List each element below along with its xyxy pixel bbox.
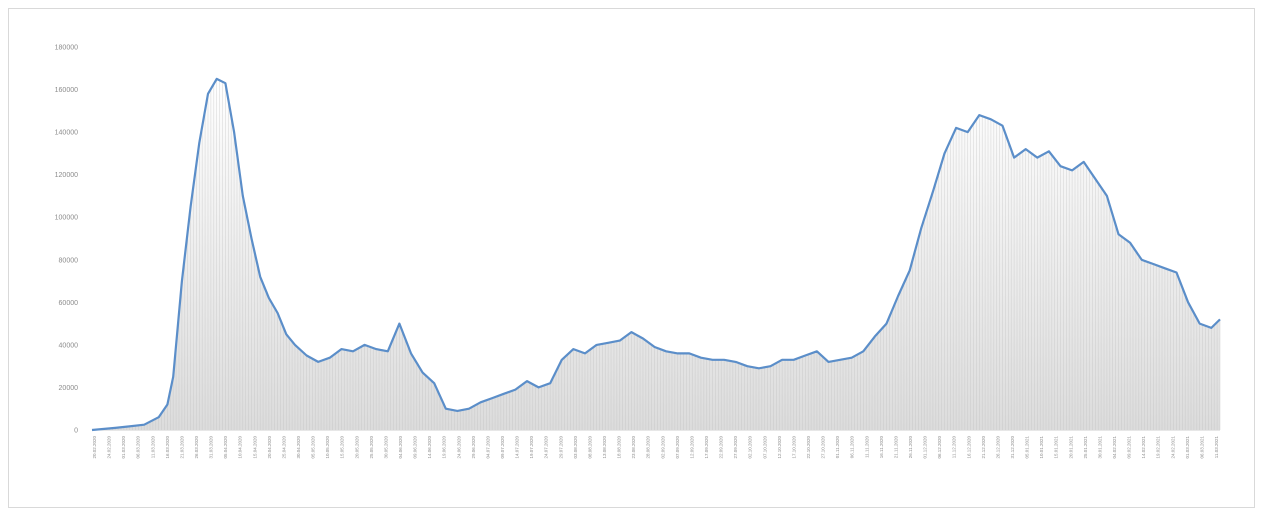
x-tick-label: 25.01.2021	[1083, 436, 1088, 459]
x-tick-label: 12.09.2020	[689, 436, 694, 459]
x-tick-label: 24.07.2020	[544, 436, 549, 459]
x-tick-label: 22.10.2020	[806, 436, 811, 459]
x-tick-label: 18.08.2020	[617, 436, 622, 459]
y-tick-label: 60000	[59, 300, 79, 307]
x-tick-label: 13.08.2020	[602, 436, 607, 459]
y-tick-label: 120000	[55, 172, 78, 179]
x-tick-label: 24.02.2021	[1170, 436, 1175, 459]
x-tick-label: 27.10.2020	[821, 436, 826, 459]
y-tick-label: 100000	[55, 215, 78, 222]
y-tick-label: 140000	[55, 130, 78, 137]
x-tick-label: 11.12.2020	[952, 436, 957, 459]
x-tick-label: 21.11.2020	[893, 436, 898, 459]
y-axis: 0 20000 40000 60000 80000 100000 120000 140000 1…	[55, 45, 78, 435]
x-tick-label: 29.07.2020	[558, 436, 563, 459]
x-tick-label: 15.04.2020	[252, 436, 257, 459]
y-tick-label: 180000	[55, 45, 78, 52]
x-tick-label: 08.08.2020	[587, 436, 592, 459]
x-tick-label: 09.07.2020	[500, 436, 505, 459]
x-tick-label: 09.02.2021	[1127, 436, 1132, 459]
x-tick-label: 10.05.2020	[325, 436, 330, 459]
x-tick-label: 25.05.2020	[369, 436, 374, 459]
x-tick-label: 06.03.2020	[136, 436, 141, 459]
x-tick-label: 05.01.2021	[1025, 436, 1030, 459]
x-tick-label: 09.06.2020	[413, 436, 418, 459]
x-tick-label: 05.05.2020	[311, 436, 316, 459]
x-tick-label: 10.01.2021	[1039, 436, 1044, 459]
plot-area	[91, 77, 1221, 432]
x-tick-label: 11.03.2020	[150, 436, 155, 459]
y-tick-label: 0	[74, 428, 78, 435]
area-fill	[92, 78, 1220, 431]
x-tick-label: 01.03.2021	[1185, 436, 1190, 459]
y-tick-label: 40000	[59, 342, 79, 349]
series-line	[91, 77, 1221, 432]
x-tick-label: 19.07.2020	[529, 436, 534, 459]
x-tick-label: 26.11.2020	[908, 436, 913, 459]
x-tick-label: 04.06.2020	[398, 436, 403, 459]
x-tick-label: 02.09.2020	[660, 436, 665, 459]
x-tick-label: 22.09.2020	[719, 436, 724, 459]
x-tick-label: 30.01.2021	[1097, 436, 1102, 459]
x-tick-label: 16.11.2020	[879, 436, 884, 459]
x-tick-label: 11.03.2021	[1214, 436, 1219, 459]
x-tick-label: 31.03.2020	[209, 436, 214, 459]
x-tick-label: 06.03.2021	[1199, 436, 1204, 459]
x-tick-label: 14.07.2020	[515, 436, 520, 459]
x-tick-label: 19.06.2020	[442, 436, 447, 459]
x-tick-label: 07.10.2020	[762, 436, 767, 459]
x-tick-label: 29.06.2020	[471, 436, 476, 459]
x-tick-label: 07.09.2020	[675, 436, 680, 459]
y-tick-label: 80000	[59, 257, 79, 264]
x-tick-label: 30.04.2020	[296, 436, 301, 459]
x-tick-label: 16.03.2020	[165, 436, 170, 459]
x-tick-label: 24.02.2020	[107, 436, 112, 459]
x-tick-label: 30.05.2020	[383, 436, 388, 459]
x-tick-label: 20.04.2020	[267, 436, 272, 459]
x-tick-label: 17.09.2020	[704, 436, 709, 459]
x-tick-label: 26.03.2020	[194, 436, 199, 459]
x-tick-label: 27.09.2020	[733, 436, 738, 459]
x-tick-label: 31.12.2020	[1010, 436, 1015, 459]
x-tick-label: 10.04.2020	[238, 436, 243, 459]
x-axis: 20.02.2020 24.02.2020 01.03.2020 06.03.2020…	[92, 429, 1220, 459]
x-tick-label: 20.05.2020	[354, 436, 359, 459]
x-tick-label: 01.12.2020	[923, 436, 928, 459]
x-tick-label: 06.11.2020	[850, 436, 855, 459]
x-tick-label: 28.08.2020	[646, 436, 651, 459]
x-tick-label: 14.06.2020	[427, 436, 432, 459]
x-tick-label: 01.03.2020	[121, 436, 126, 459]
x-tick-label: 21.03.2020	[179, 436, 184, 459]
x-tick-label: 20.02.2020	[92, 436, 97, 459]
x-tick-label: 02.10.2020	[748, 436, 753, 459]
x-tick-label: 24.06.2020	[456, 436, 461, 459]
x-tick-label: 03.08.2020	[573, 436, 578, 459]
x-tick-label: 12.10.2020	[777, 436, 782, 459]
x-tick-label: 11.11.2020	[864, 436, 869, 458]
x-tick-label: 01.11.2020	[835, 436, 840, 459]
x-tick-label: 16.12.2020	[966, 436, 971, 459]
x-tick-label: 26.12.2020	[995, 436, 1000, 459]
x-tick-label: 19.02.2021	[1156, 436, 1161, 459]
x-tick-label: 25.04.2020	[281, 436, 286, 459]
x-tick-label: 15.05.2020	[340, 436, 345, 459]
x-tick-label: 17.10.2020	[791, 436, 796, 459]
x-tick-label: 05.04.2020	[223, 436, 228, 459]
x-tick-label: 04.07.2020	[485, 436, 490, 459]
x-tick-label: 04.02.2021	[1112, 436, 1117, 459]
x-tick-label: 15.01.2021	[1054, 436, 1059, 459]
y-tick-label: 160000	[55, 87, 78, 94]
x-tick-label: 20.01.2021	[1068, 436, 1073, 459]
x-tick-label: 23.08.2020	[631, 436, 636, 459]
x-tick-label: 21.12.2020	[981, 436, 986, 459]
x-tick-label: 06.12.2020	[937, 436, 942, 459]
y-tick-label: 20000	[59, 385, 79, 392]
x-tick-label: 14.02.2021	[1141, 436, 1146, 459]
